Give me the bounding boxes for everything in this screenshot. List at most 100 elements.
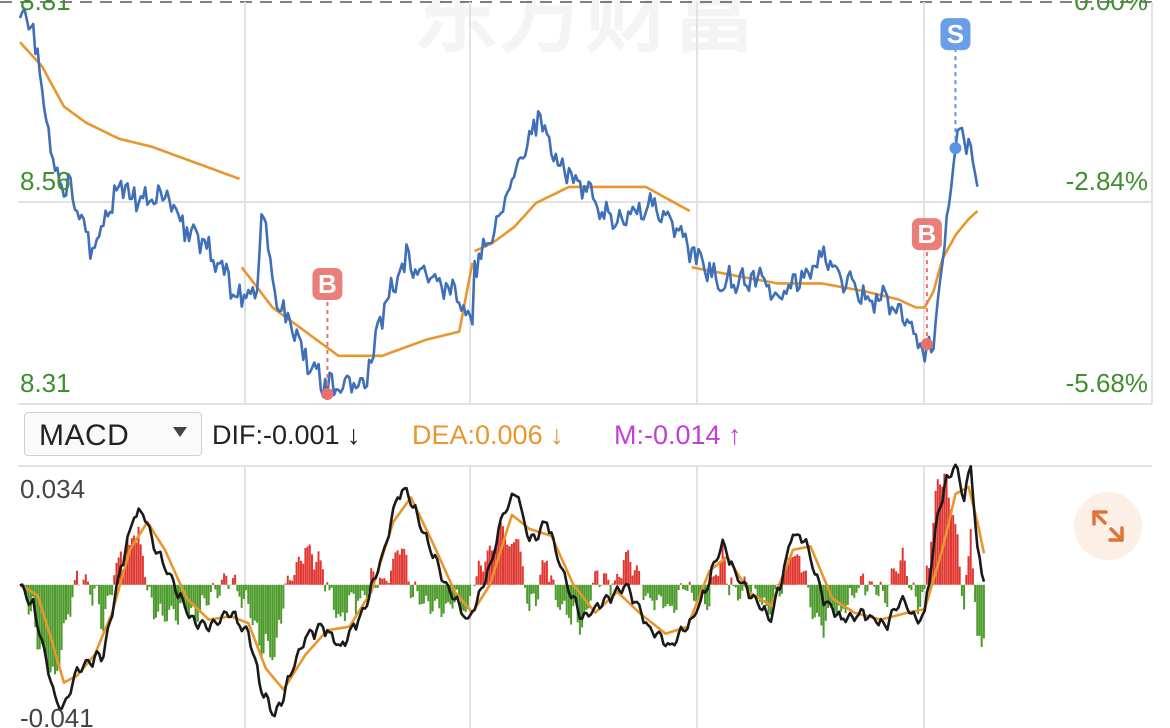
macd-histogram-bar (859, 576, 862, 585)
macd-histogram-bar (787, 558, 790, 585)
macd-histogram-bar (155, 584, 157, 618)
macd-histogram-bar (954, 524, 957, 585)
macd-histogram-bar (908, 584, 911, 588)
macd-histogram-bar (939, 484, 941, 585)
macd-histogram-bar (214, 584, 217, 590)
macd-histogram-bar (982, 584, 985, 639)
price-axis-bottom-label: 8.31 (20, 368, 71, 398)
macd-histogram-bar (756, 584, 759, 599)
macd-histogram-bar (150, 584, 153, 598)
macd-histogram-bar (651, 584, 654, 601)
marker-badge-2 (911, 218, 942, 251)
macd-histogram-bar (851, 584, 854, 596)
macd-histogram-bar (321, 569, 324, 585)
macd-histogram-bar (526, 584, 529, 604)
macd-histogram-bar (890, 568, 893, 585)
macd-histogram-bar (618, 577, 621, 585)
dif-value: DIF:-0.001 ↓ (212, 420, 361, 450)
macd-histogram-bar (275, 584, 278, 638)
macd-histogram-bar (888, 584, 891, 586)
macd-histogram-bar (712, 576, 715, 585)
macd-histogram-bar (978, 584, 981, 636)
macd-histogram-bar (297, 556, 300, 585)
macd-histogram-bar (67, 584, 70, 615)
indicator-dropdown-label: MACD (39, 419, 130, 452)
macd-histogram-bar (466, 584, 469, 610)
macd-histogram-bar (936, 479, 939, 585)
macd-histogram-bar (688, 581, 691, 585)
macd-histogram-bar (502, 526, 504, 585)
macd-histogram-bar (598, 584, 601, 588)
macd-histogram-bar (594, 571, 597, 585)
macd-histogram-bar (396, 550, 399, 585)
macd-histogram-bar (543, 562, 546, 585)
macd-histogram-bar (354, 584, 357, 615)
macd-histogram-bar (633, 570, 636, 585)
macd-histogram-bar (313, 569, 316, 585)
macd-histogram-bar (78, 584, 81, 586)
macd-histogram-bar (100, 584, 103, 630)
macd-histogram-bar (491, 550, 493, 585)
macd-histogram-bar (256, 584, 259, 623)
macd-histogram-bar (622, 559, 625, 585)
macd-histogram-bar (673, 584, 676, 613)
macd-histogram-bar (838, 584, 840, 606)
macd-histogram-bar (653, 584, 656, 611)
macd-histogram-bar (758, 584, 761, 602)
percent-axis-bottom-label: -5.68% (1066, 368, 1148, 398)
macd-histogram-bar (328, 584, 331, 591)
macd-histogram-bar (822, 584, 825, 638)
macd-histogram (18, 473, 985, 675)
macd-histogram-bar (857, 584, 860, 589)
macd-histogram-bar (137, 526, 140, 585)
macd-axis-top-label: 0.034 (20, 474, 85, 504)
macd-histogram-bar (245, 584, 248, 591)
expand-button[interactable] (1074, 492, 1142, 560)
marker-dot-2 (920, 338, 933, 351)
macd-histogram-bar (980, 584, 983, 647)
percent-axis-top-label: 0.00% (1074, 0, 1148, 16)
macd-histogram-bar (631, 575, 634, 585)
macd-histogram-bar (875, 584, 878, 595)
macd-histogram-bar (249, 584, 252, 619)
macd-histogram-bar (853, 584, 856, 598)
macd-histogram-bar (783, 571, 786, 585)
macd-histogram-bar (844, 584, 847, 613)
macd-histogram-bar (693, 584, 695, 601)
macd-histogram-bar (258, 584, 261, 646)
macd-histogram-bar (912, 582, 915, 585)
macd-histogram-bar (730, 577, 733, 585)
macd-histogram-bar (864, 584, 867, 596)
macd-histogram-bar (381, 578, 384, 585)
macd-histogram-bar (563, 584, 566, 601)
macd-histogram-bar (567, 584, 570, 618)
macd-histogram-bar (203, 584, 206, 599)
macd-histogram-bar (539, 574, 542, 585)
indicator-dropdown[interactable]: MACD (24, 412, 202, 456)
macd-histogram-bar (625, 552, 627, 585)
macd-histogram-bar (104, 584, 107, 610)
macd-histogram-bar (767, 584, 770, 615)
macd-histogram-bar (706, 584, 709, 611)
macd-histogram-bar (877, 584, 880, 597)
macd-histogram-bar (958, 566, 961, 585)
macd-histogram-bar (54, 584, 56, 675)
macd-histogram-bar (750, 584, 753, 598)
macd-histogram-bar (242, 584, 245, 600)
macd-histogram-bar (956, 534, 959, 585)
macd-histogram-bar (809, 584, 812, 608)
macd-histogram-bar (357, 584, 360, 601)
macd-histogram-bar (251, 584, 254, 625)
macd-histogram-bar (897, 573, 900, 585)
macd-histogram-bar (370, 568, 373, 585)
macd-histogram-bar (209, 584, 212, 593)
indicator-bar: MACD DIF:-0.001 ↓ DEA:0.006 ↓ M:-0.014 ↑ (0, 408, 1170, 464)
macd-histogram-bar (528, 584, 531, 611)
macd-histogram-bar (401, 548, 403, 585)
macd-histogram-bar (574, 584, 577, 603)
macd-histogram-bar (510, 544, 513, 585)
macd-histogram-bar (317, 551, 320, 585)
macd-histogram-bar (194, 584, 197, 622)
macd-histogram-bar (352, 584, 355, 594)
macd-histogram-bar (811, 584, 814, 620)
